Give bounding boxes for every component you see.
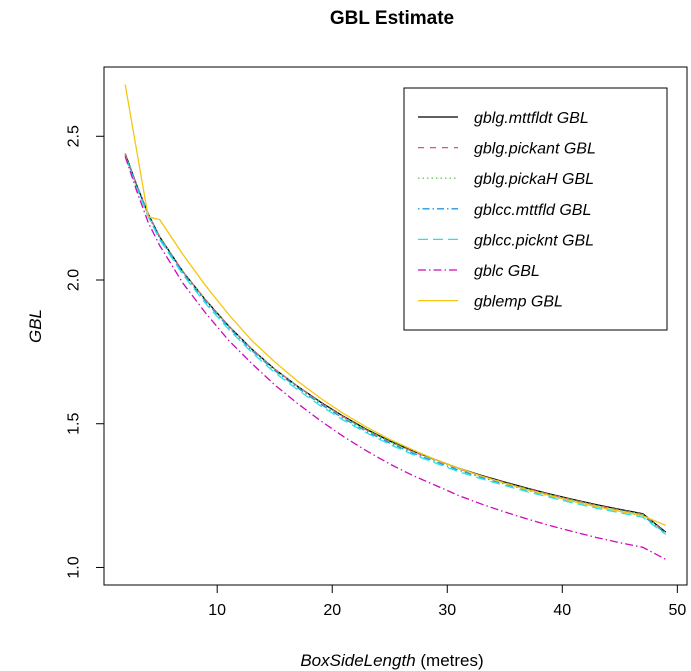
legend: gblg.mttfldt GBL gblg.pickant GBL gblg.pic… [403, 87, 668, 331]
y-tick-label: 2.5 [66, 125, 83, 147]
x-axis: 10 20 30 40 50 [208, 584, 686, 619]
legend-item-label: gblemp GBL [474, 294, 563, 311]
series-line-7 [124, 84, 667, 527]
x-tick-label: 40 [553, 602, 571, 619]
y-axis-label: GBL [26, 309, 45, 343]
legend-item-label: gblg.pickant GBL [474, 141, 596, 158]
series-line-2 [124, 153, 667, 534]
x-tick-label: 30 [438, 602, 456, 619]
legend-item-label: gblg.pickaH GBL [474, 171, 594, 188]
legend-item-label: gblc GBL [474, 263, 540, 280]
legend-item-label: gblg.mttfldt GBL [474, 110, 589, 127]
x-axis-label: BoxSideLength (metres) [300, 651, 483, 670]
legend-item-label: gblcc.picknt GBL [474, 232, 594, 249]
chart-title: GBL Estimate [330, 8, 454, 29]
series-layer [124, 84, 667, 560]
legend-item-label: gblcc.mttfld GBL [474, 202, 591, 219]
y-tick-label: 1.5 [66, 413, 83, 435]
y-axis: 1.0 1.5 2.0 2.5 [66, 125, 105, 579]
series-line-4 [124, 154, 667, 535]
y-tick-label: 2.0 [66, 269, 83, 291]
y-tick-label: 1.0 [66, 556, 83, 578]
x-tick-label: 10 [208, 602, 226, 619]
x-axis-label-unit: (metres) [416, 651, 484, 670]
x-tick-label: 50 [668, 602, 686, 619]
series-line-6 [124, 156, 667, 560]
series-line-5 [124, 156, 667, 535]
x-axis-label-name: BoxSideLength [300, 651, 415, 670]
x-tick-label: 20 [323, 602, 341, 619]
